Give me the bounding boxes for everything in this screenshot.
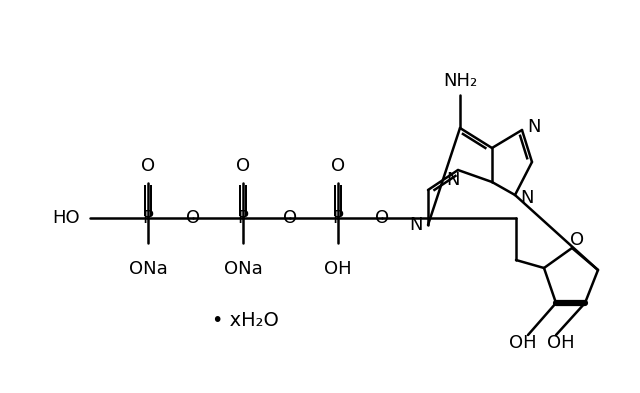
Text: OH: OH (547, 334, 575, 352)
Text: ONa: ONa (129, 260, 168, 278)
Text: • xH₂O: • xH₂O (212, 310, 278, 329)
Text: OH: OH (509, 334, 537, 352)
Text: OH: OH (324, 260, 352, 278)
Text: O: O (375, 209, 389, 227)
Text: N: N (520, 189, 534, 207)
Text: O: O (331, 157, 345, 175)
Text: O: O (236, 157, 250, 175)
Text: O: O (186, 209, 200, 227)
Text: O: O (141, 157, 155, 175)
Text: P: P (143, 209, 154, 227)
Text: N: N (409, 216, 423, 234)
Text: N: N (446, 171, 460, 189)
Text: P: P (333, 209, 344, 227)
Text: N: N (527, 118, 541, 136)
Text: HO: HO (52, 209, 80, 227)
Text: NH₂: NH₂ (443, 72, 477, 90)
Text: O: O (570, 231, 584, 249)
Text: ONa: ONa (223, 260, 262, 278)
Text: O: O (283, 209, 297, 227)
Text: P: P (237, 209, 248, 227)
